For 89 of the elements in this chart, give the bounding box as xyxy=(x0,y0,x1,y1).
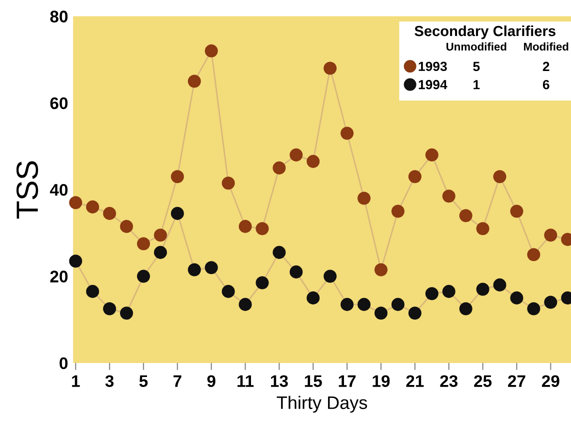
point xyxy=(136,270,150,283)
x-tick-label: 29 xyxy=(542,375,560,387)
point xyxy=(544,228,558,242)
point xyxy=(204,44,218,58)
point xyxy=(425,287,438,300)
x-tick-label: 21 xyxy=(406,375,424,387)
point xyxy=(290,148,303,162)
point xyxy=(136,237,150,250)
point xyxy=(358,192,371,205)
point xyxy=(103,302,116,316)
x-tick-label: 27 xyxy=(508,375,526,387)
x-tick-label: 23 xyxy=(440,375,458,388)
y-axis-title: TSS xyxy=(16,161,38,219)
point xyxy=(154,228,167,242)
annotation: 1 xyxy=(474,80,480,90)
annotation: 5 xyxy=(473,62,480,72)
x-tick-label: 13 xyxy=(270,375,288,388)
point xyxy=(374,263,388,276)
point xyxy=(391,298,404,311)
point xyxy=(544,296,558,309)
legend-title: Secondary Clarifiers xyxy=(414,25,556,40)
point xyxy=(510,291,524,304)
point xyxy=(188,263,201,276)
annotation: 2 xyxy=(542,62,550,71)
point xyxy=(272,161,286,174)
point xyxy=(256,222,269,236)
point xyxy=(527,302,540,316)
y-tick-label: 20 xyxy=(50,270,68,282)
point xyxy=(493,278,506,292)
legend-label: 1993 xyxy=(418,62,447,72)
legend-label: 1994 xyxy=(418,80,448,90)
point xyxy=(476,282,490,296)
point xyxy=(510,204,524,218)
point xyxy=(374,306,388,320)
point xyxy=(340,126,354,140)
point xyxy=(425,148,438,162)
x-tick-label: 17 xyxy=(338,375,356,387)
point xyxy=(256,276,269,290)
point xyxy=(154,246,167,259)
x-tick-label: 5 xyxy=(139,375,148,387)
point xyxy=(493,170,506,184)
annotation: Modified xyxy=(524,42,568,51)
point xyxy=(442,284,456,298)
y-tick-label: 80 xyxy=(50,10,68,22)
y-tick-label: 0 xyxy=(60,357,68,370)
point xyxy=(170,170,184,184)
y-tick-label: 40 xyxy=(50,184,68,196)
point xyxy=(272,246,286,259)
point xyxy=(103,206,116,220)
point xyxy=(222,284,235,298)
point xyxy=(86,200,100,214)
point xyxy=(238,298,252,311)
annotation: 6 xyxy=(542,80,550,90)
point xyxy=(324,62,337,75)
x-tick-label: 7 xyxy=(174,375,182,387)
x-tick-label: 3 xyxy=(105,375,114,388)
point xyxy=(306,291,320,304)
point xyxy=(459,209,472,222)
point xyxy=(170,206,184,220)
point xyxy=(86,284,100,298)
point xyxy=(238,220,252,233)
point xyxy=(120,220,134,233)
point xyxy=(340,298,354,311)
point xyxy=(527,248,540,262)
x-tick-label: 15 xyxy=(304,375,322,387)
point xyxy=(120,306,134,320)
x-tick-label: 19 xyxy=(372,375,390,387)
point xyxy=(391,204,404,218)
point xyxy=(204,261,218,274)
point xyxy=(324,270,337,283)
point xyxy=(290,265,303,278)
point xyxy=(188,74,201,88)
point xyxy=(442,190,456,203)
x-tick-label: 1 xyxy=(72,375,80,387)
x-tick-label: 25 xyxy=(474,375,492,387)
point xyxy=(408,170,422,184)
point xyxy=(306,154,320,168)
y-tick-label: 60 xyxy=(50,97,68,110)
annotation: Unmodified xyxy=(446,42,506,51)
point xyxy=(408,306,422,320)
point xyxy=(358,298,371,311)
point xyxy=(69,196,82,210)
x-tick-label: 11 xyxy=(238,375,254,387)
point xyxy=(459,302,472,316)
x-axis-title: Thirty Days xyxy=(276,396,368,413)
x-tick-label: 9 xyxy=(207,375,216,387)
point xyxy=(476,222,490,236)
point xyxy=(69,254,82,268)
point xyxy=(222,176,235,190)
